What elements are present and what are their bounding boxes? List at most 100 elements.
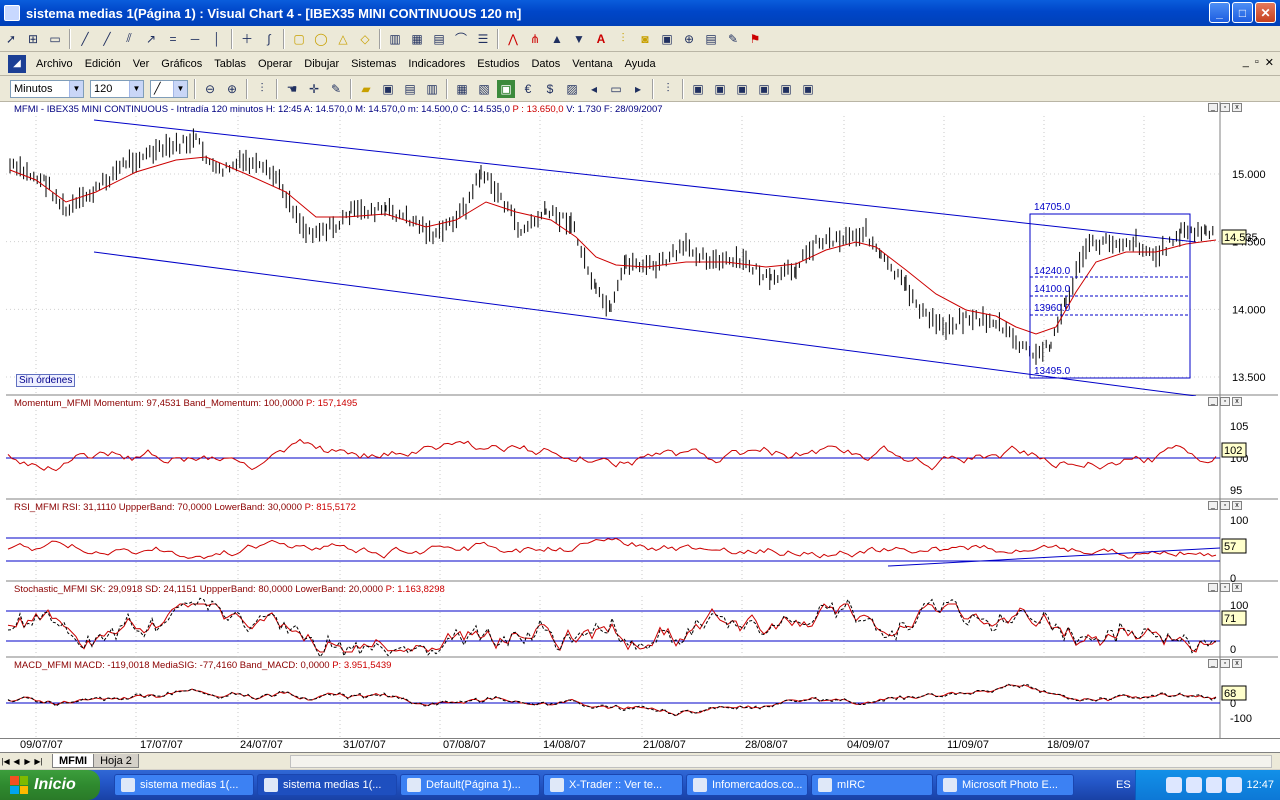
layout-2-icon[interactable]: ▣	[714, 81, 726, 96]
stochastic-pane[interactable]: Stochastic_MFMI SK: 29,0918 SD: 24,1151 …	[6, 582, 1278, 658]
menu-tablas[interactable]: Tablas	[214, 57, 247, 70]
task-button[interactable]: Infomercados.co...	[686, 774, 808, 796]
bar-chart-icon[interactable]: ⫶	[260, 81, 264, 95]
pane-minimize-icon[interactable]: _	[1208, 397, 1218, 406]
zoom-out-icon[interactable]: ⊖	[204, 81, 216, 96]
arc-icon[interactable]: ⌒	[454, 32, 467, 46]
cross-cursor-icon[interactable]: ✛	[308, 81, 320, 96]
pen-icon[interactable]: ✎	[330, 81, 342, 96]
properties-icon[interactable]: ▤	[705, 31, 717, 46]
antivirus-icon[interactable]	[1226, 777, 1243, 793]
volume-icon[interactable]	[1206, 777, 1223, 793]
no-orders-label[interactable]: Sin órdenes	[16, 374, 76, 387]
menu-datos[interactable]: Datos	[531, 57, 561, 70]
down-arrow-icon[interactable]: ▼	[573, 31, 585, 46]
task-button[interactable]: sistema medias 1(...	[257, 774, 397, 796]
task-button[interactable]: X-Trader :: Ver te...	[543, 774, 683, 796]
menu-operar[interactable]: Operar	[258, 57, 293, 70]
vertical-line-icon[interactable]: │	[213, 31, 221, 46]
signal-icon[interactable]: ⫶	[666, 81, 670, 95]
language-indicator[interactable]: ES	[1116, 779, 1131, 791]
indicator-icon[interactable]: ▦	[456, 81, 468, 96]
curve-icon[interactable]: ∫	[267, 31, 271, 46]
interval-select[interactable]: 120 ▼	[90, 79, 144, 98]
pane-minimize-icon[interactable]: _	[1208, 583, 1218, 592]
maximize-button[interactable]: □	[1232, 2, 1253, 23]
text-icon[interactable]: A	[596, 31, 606, 46]
menu-ayuda[interactable]: Ayuda	[624, 57, 656, 70]
trendline-icon[interactable]: ╱	[81, 31, 89, 46]
arrow-line-icon[interactable]: ↗	[145, 31, 157, 46]
note-icon[interactable]: ▣	[661, 31, 673, 46]
mdi-minimize-button[interactable]: _	[1242, 56, 1249, 68]
pane-close-icon[interactable]: x	[1232, 583, 1242, 592]
menu-ver[interactable]: Ver	[132, 57, 150, 70]
horizontal-line-icon[interactable]: ─	[190, 31, 200, 46]
menu-dibujar[interactable]: Dibujar	[304, 57, 340, 70]
gann-icon[interactable]: ▤	[433, 31, 445, 46]
ruler-icon[interactable]: ⫶	[621, 31, 625, 45]
select-tool-icon[interactable]: ⊞	[27, 31, 39, 46]
rsi-pane[interactable]: RSI_MFMI RSI: 31,1110 UppperBand: 70,000…	[6, 500, 1278, 582]
start-button[interactable]: Inicio	[0, 770, 100, 800]
pane-minimize-icon[interactable]: _	[1208, 501, 1218, 510]
diamond-icon[interactable]: ◇	[360, 31, 370, 46]
scroll-right-icon[interactable]: ▸	[634, 81, 642, 96]
macd-pane[interactable]: MACD_MFMI MACD: -119,0018 MediaSIG: -77,…	[6, 658, 1278, 738]
menu-indicadores[interactable]: Indicadores	[408, 57, 466, 70]
pane-close-icon[interactable]: x	[1232, 397, 1242, 406]
zoom-in-icon[interactable]: ⊕	[226, 81, 238, 96]
marker-icon[interactable]: ◙	[641, 31, 649, 46]
regression-icon[interactable]: ☰	[477, 31, 489, 46]
chart-doc-icon[interactable]: ◢	[8, 54, 26, 73]
parallel-lines-icon[interactable]: =	[169, 31, 177, 46]
preview-icon[interactable]: ▥	[426, 81, 438, 96]
momentum-pane[interactable]: Momentum_MFMI Momentum: 97,4531 Band_Mom…	[6, 396, 1278, 500]
fibonacci-time-icon[interactable]: ▦	[411, 31, 423, 46]
brush-icon[interactable]: ✎	[727, 31, 739, 46]
layout-5-icon[interactable]: ▣	[780, 81, 792, 96]
price-pane[interactable]: MFMI - IBEX35 MINI CONTINUOUS - Intradía…	[6, 102, 1278, 396]
menu-graficos[interactable]: Gráficos	[161, 57, 203, 70]
task-button[interactable]: mIRC	[811, 774, 933, 796]
next-sheet-icon[interactable]: ▶	[24, 756, 31, 766]
magnifier-icon[interactable]: ⊕	[683, 31, 695, 46]
menu-archivo[interactable]: Archivo	[36, 57, 73, 70]
menu-sistemas[interactable]: Sistemas	[351, 57, 397, 70]
pointer-icon[interactable]: ➚	[5, 31, 17, 46]
pane-minimize-icon[interactable]: _	[1208, 103, 1218, 112]
scroll-box-icon[interactable]: ▭	[610, 81, 622, 96]
network-icon[interactable]	[1186, 777, 1203, 793]
chart-type-icon[interactable]: ▧	[478, 81, 490, 96]
open-folder-icon[interactable]: ▰	[361, 81, 371, 96]
crosshair-icon[interactable]: ＋	[240, 32, 253, 46]
mdi-restore-button[interactable]: ▫	[1254, 56, 1259, 68]
last-sheet-icon[interactable]: ▶|	[34, 756, 43, 766]
timeframe-select[interactable]: Minutos ▼	[10, 79, 84, 98]
help-icon[interactable]	[1166, 777, 1183, 793]
prev-sheet-icon[interactable]: ◀	[13, 756, 20, 766]
menu-estudios[interactable]: Estudios	[477, 57, 520, 70]
scroll-left-icon[interactable]: ◂	[590, 81, 598, 96]
line-style-select[interactable]: ╱ ▼	[150, 79, 188, 98]
strategy-icon[interactable]: ▣	[497, 79, 515, 98]
layout-1-icon[interactable]: ▣	[692, 81, 704, 96]
task-button[interactable]: sistema medias 1(...	[114, 774, 254, 796]
save-icon[interactable]: ▣	[382, 81, 394, 96]
pane-minimize-icon[interactable]: _	[1208, 659, 1218, 668]
menu-edicion[interactable]: Edición	[84, 57, 121, 70]
layout-3-icon[interactable]: ▣	[736, 81, 748, 96]
layout-6-icon[interactable]: ▣	[802, 81, 814, 96]
layout-4-icon[interactable]: ▣	[758, 81, 770, 96]
menu-ventana[interactable]: Ventana	[572, 57, 613, 70]
minimize-button[interactable]: _	[1209, 2, 1230, 23]
fibonacci-icon[interactable]: ▥	[389, 31, 401, 46]
triangle-icon[interactable]: △	[338, 31, 348, 46]
ellipse-icon[interactable]: ◯	[314, 31, 328, 46]
rectangle-icon[interactable]: ▢	[293, 31, 305, 46]
print-icon[interactable]: ▤	[404, 81, 416, 96]
ray-icon[interactable]: ╱	[103, 31, 111, 46]
cursor-icon[interactable]: ☚	[286, 81, 298, 96]
flag-icon[interactable]: ⚑	[749, 31, 761, 46]
channel-icon[interactable]: ⫽	[126, 31, 132, 45]
